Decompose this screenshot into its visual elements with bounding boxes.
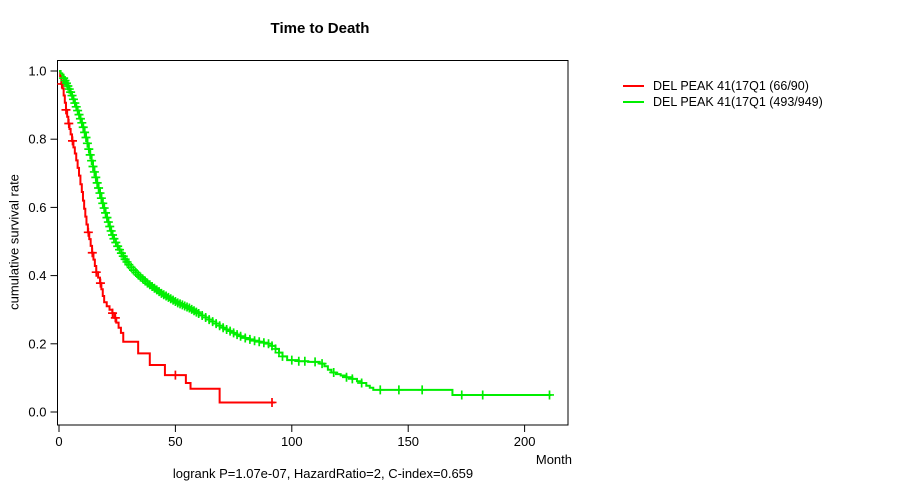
y-axis-tick-label: 0.0 xyxy=(28,405,46,420)
chart-title: Time to Death xyxy=(270,20,370,37)
legend-item: DEL PEAK 41(17Q1 (493/949) xyxy=(623,94,823,109)
y-axis-tick-label: 0.2 xyxy=(28,336,46,351)
legend-item-label: DEL PEAK 41(17Q1 (493/949) xyxy=(653,94,823,109)
y-axis-tick-label: 0.4 xyxy=(28,268,46,283)
legend-line-swatch-green xyxy=(623,100,644,103)
x-axis-tick-label: 100 xyxy=(281,434,303,449)
censor-marks-green xyxy=(59,73,555,400)
x-axis-label: Month xyxy=(535,452,572,467)
survival-curve-red xyxy=(59,70,275,404)
legend-item: DEL PEAK 41(17Q1 (66/90) xyxy=(623,78,823,93)
legend-item-label: DEL PEAK 41(17Q1 (66/90) xyxy=(653,78,809,93)
censor-marks-red xyxy=(57,79,277,407)
plot-frame xyxy=(57,60,569,426)
legend: DEL PEAK 41(17Q1 (66/90) DEL PEAK 41(17Q… xyxy=(623,78,823,109)
legend-line-swatch-red xyxy=(623,84,644,87)
x-axis-tick-label: 200 xyxy=(514,434,536,449)
stats-footer: logrank P=1.07e-07, HazardRatio=2, C-ind… xyxy=(172,466,474,481)
x-axis-tick-label: 150 xyxy=(397,434,419,449)
survival-curve-green xyxy=(59,70,552,396)
x-axis-tick-label: 50 xyxy=(168,434,182,449)
x-axis-tick-label: 0 xyxy=(55,434,62,449)
y-axis-tick-label: 0.6 xyxy=(28,200,46,215)
y-axis-tick-label: 1.0 xyxy=(28,64,46,79)
y-axis-tick-label: 0.8 xyxy=(28,132,46,147)
